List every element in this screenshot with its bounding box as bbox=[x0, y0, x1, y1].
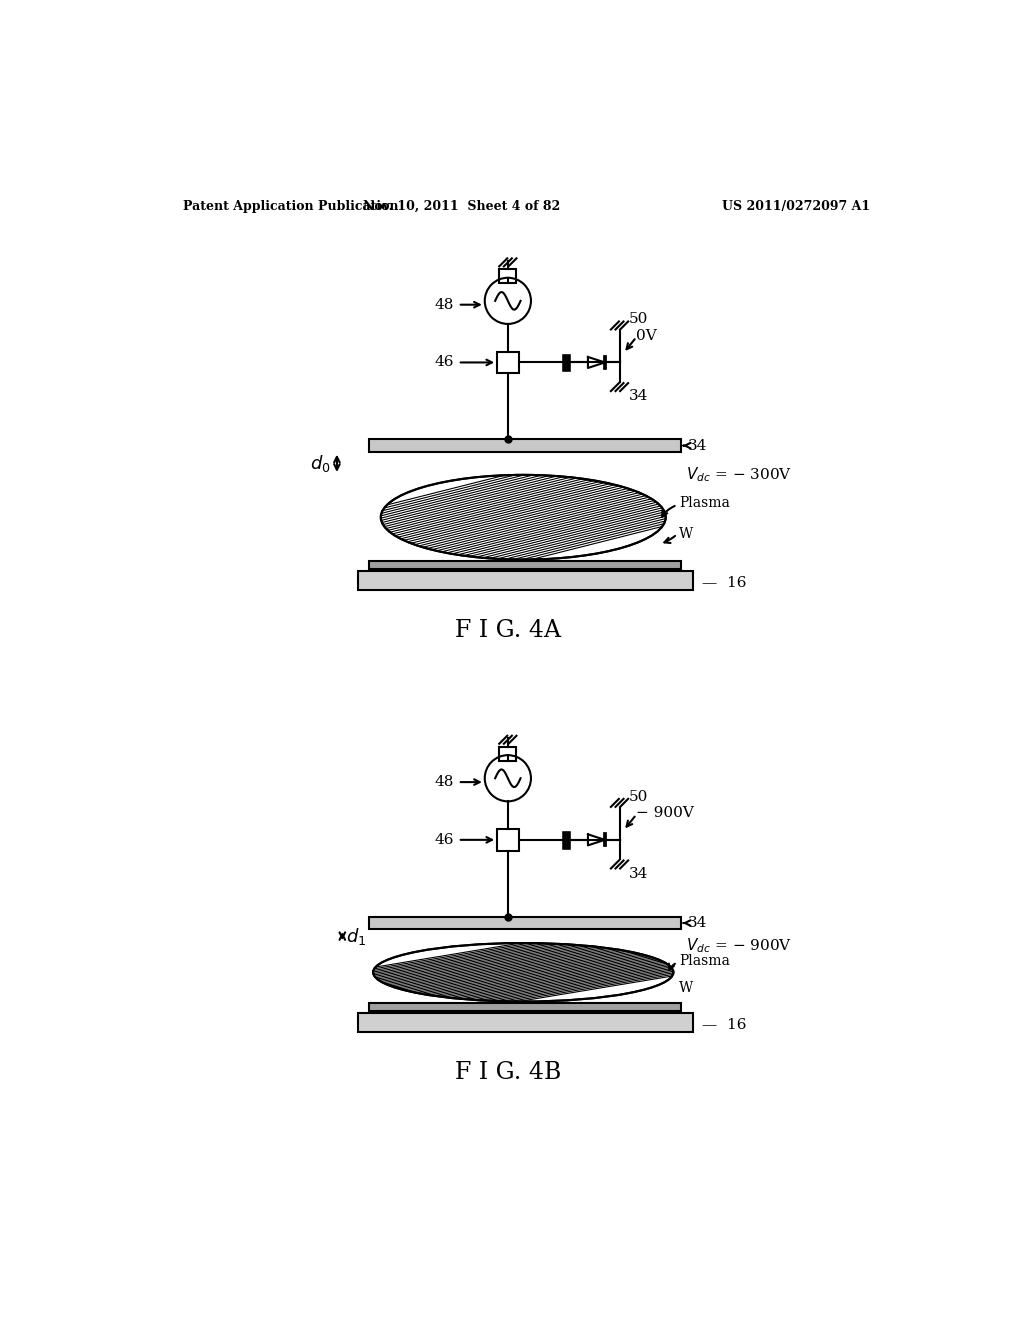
Ellipse shape bbox=[373, 942, 674, 1002]
Bar bbox=[370, 440, 681, 451]
Text: Nov. 10, 2011  Sheet 4 of 82: Nov. 10, 2011 Sheet 4 of 82 bbox=[364, 199, 560, 213]
Text: 46: 46 bbox=[434, 355, 454, 370]
Text: 50: 50 bbox=[629, 789, 648, 804]
Text: 50: 50 bbox=[629, 313, 648, 326]
Text: —  16: — 16 bbox=[701, 576, 746, 590]
Bar bbox=[370, 917, 681, 929]
Text: $d_1$: $d_1$ bbox=[346, 925, 367, 946]
Text: 34: 34 bbox=[688, 438, 708, 453]
Text: $V_{dc}$ = − 300V: $V_{dc}$ = − 300V bbox=[686, 466, 793, 484]
Bar bbox=[357, 572, 692, 590]
Text: − 900V: − 900V bbox=[637, 807, 694, 820]
Bar bbox=[357, 1014, 692, 1032]
Bar bbox=[500, 269, 516, 284]
Bar bbox=[497, 351, 518, 374]
Text: F I G. 4B: F I G. 4B bbox=[455, 1061, 561, 1084]
Text: 46: 46 bbox=[434, 833, 454, 847]
Text: 48: 48 bbox=[434, 775, 454, 789]
Text: Plasma: Plasma bbox=[679, 496, 730, 511]
Text: Patent Application Publication: Patent Application Publication bbox=[183, 199, 398, 213]
Bar bbox=[370, 1003, 681, 1011]
Text: 0V: 0V bbox=[637, 329, 657, 342]
Text: 34: 34 bbox=[629, 867, 648, 880]
Text: —  16: — 16 bbox=[701, 1018, 746, 1032]
Bar bbox=[497, 829, 518, 850]
Text: $V_{dc}$ = − 900V: $V_{dc}$ = − 900V bbox=[686, 937, 793, 956]
Text: Plasma: Plasma bbox=[679, 954, 730, 968]
Text: 34: 34 bbox=[629, 389, 648, 404]
Text: F I G. 4A: F I G. 4A bbox=[455, 619, 561, 642]
Text: W: W bbox=[679, 527, 693, 541]
Text: 48: 48 bbox=[434, 298, 454, 312]
Bar bbox=[500, 747, 516, 760]
Bar bbox=[370, 561, 681, 569]
Text: W: W bbox=[679, 981, 693, 995]
Text: 34: 34 bbox=[688, 916, 708, 931]
Text: $d_0$: $d_0$ bbox=[310, 453, 331, 474]
Text: US 2011/0272097 A1: US 2011/0272097 A1 bbox=[722, 199, 869, 213]
Ellipse shape bbox=[381, 475, 666, 560]
